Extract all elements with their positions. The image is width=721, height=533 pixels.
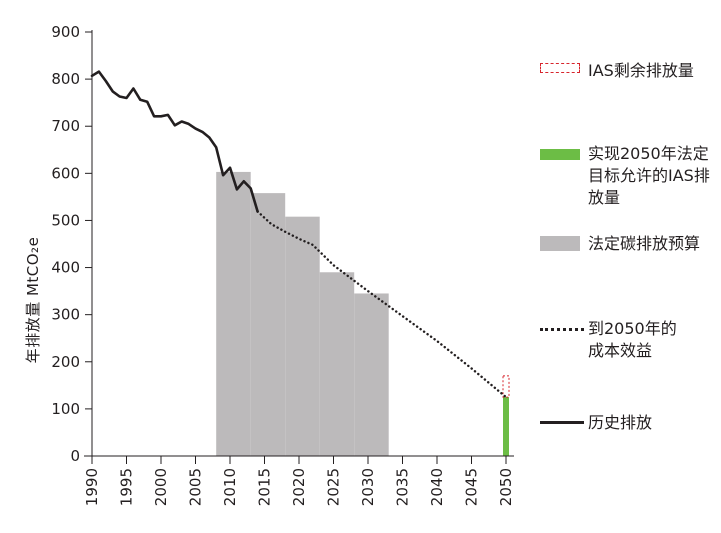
x-tick-label: 1995 [118,468,136,506]
y-axis-label: 年排放量 MtCO₂e [24,237,42,364]
legend-label-budget: 法定碳排放预算 [588,234,701,253]
legend-swatch-ias [540,63,580,73]
x-tick-label: 2025 [325,468,343,506]
legend-label-costeff: 到2050年的成本效益 [588,319,677,360]
y-tick-label: 200 [51,353,80,371]
legend-swatch-history [540,421,584,424]
x-tick-label: 2040 [428,468,446,506]
budget-bar-2008 [216,171,251,457]
x-tick-label: 2035 [394,468,412,506]
x-tick-labels: 1990 1995 2000 2005 2010 2015 2020 2025 2030 2035… [83,456,515,506]
target-2050-bar [503,397,509,456]
y-tick-label: 100 [51,400,80,418]
historic-emissions-line [90,70,259,213]
x-tick-label: 2030 [359,468,377,506]
x-tick-label: 1990 [83,468,101,506]
legend-swatch-costeff [540,328,584,331]
y-tick-label: 900 [51,23,80,41]
series-lines [90,70,508,399]
x-tick-label: 2020 [290,468,308,506]
budget-bars [216,171,389,457]
y-tick-label: 700 [51,117,80,135]
budget-bar-2013 [250,193,286,456]
x-tick-label: 2000 [152,468,170,506]
ias-2050-bar [502,375,510,398]
x-tick-label: 2050 [497,468,515,506]
budget-bar-2023 [319,272,355,456]
legend-swatch-target [540,149,580,160]
legend-swatch-budget [540,236,580,251]
y-tick-labels: 0 100 200 300 400 500 600 700 800 900 [51,23,92,465]
legend-label-target: 实现2050年法定目标允许的IAS排放量 [588,144,710,207]
budget-bar-2028 [354,293,389,456]
legend-label-ias: IAS剩余排放量 [588,61,694,80]
y-tick-label: 800 [51,70,80,88]
budget-bar-2018 [285,216,320,456]
x-tick-label: 2010 [221,468,239,506]
x-tick-label: 2015 [256,468,274,506]
x-tick-label: 2005 [187,468,205,506]
target-2050-bar-group [502,375,510,456]
y-tick-label: 600 [51,164,80,182]
y-tick-label: 400 [51,259,80,277]
y-tick-label: 500 [51,211,80,229]
x-tick-label: 2045 [463,468,481,506]
legend-label-history: 历史排放 [588,413,653,432]
y-tick-label: 300 [51,306,80,324]
cost-effective-path-line [256,210,508,399]
y-tick-label: 0 [70,447,80,465]
